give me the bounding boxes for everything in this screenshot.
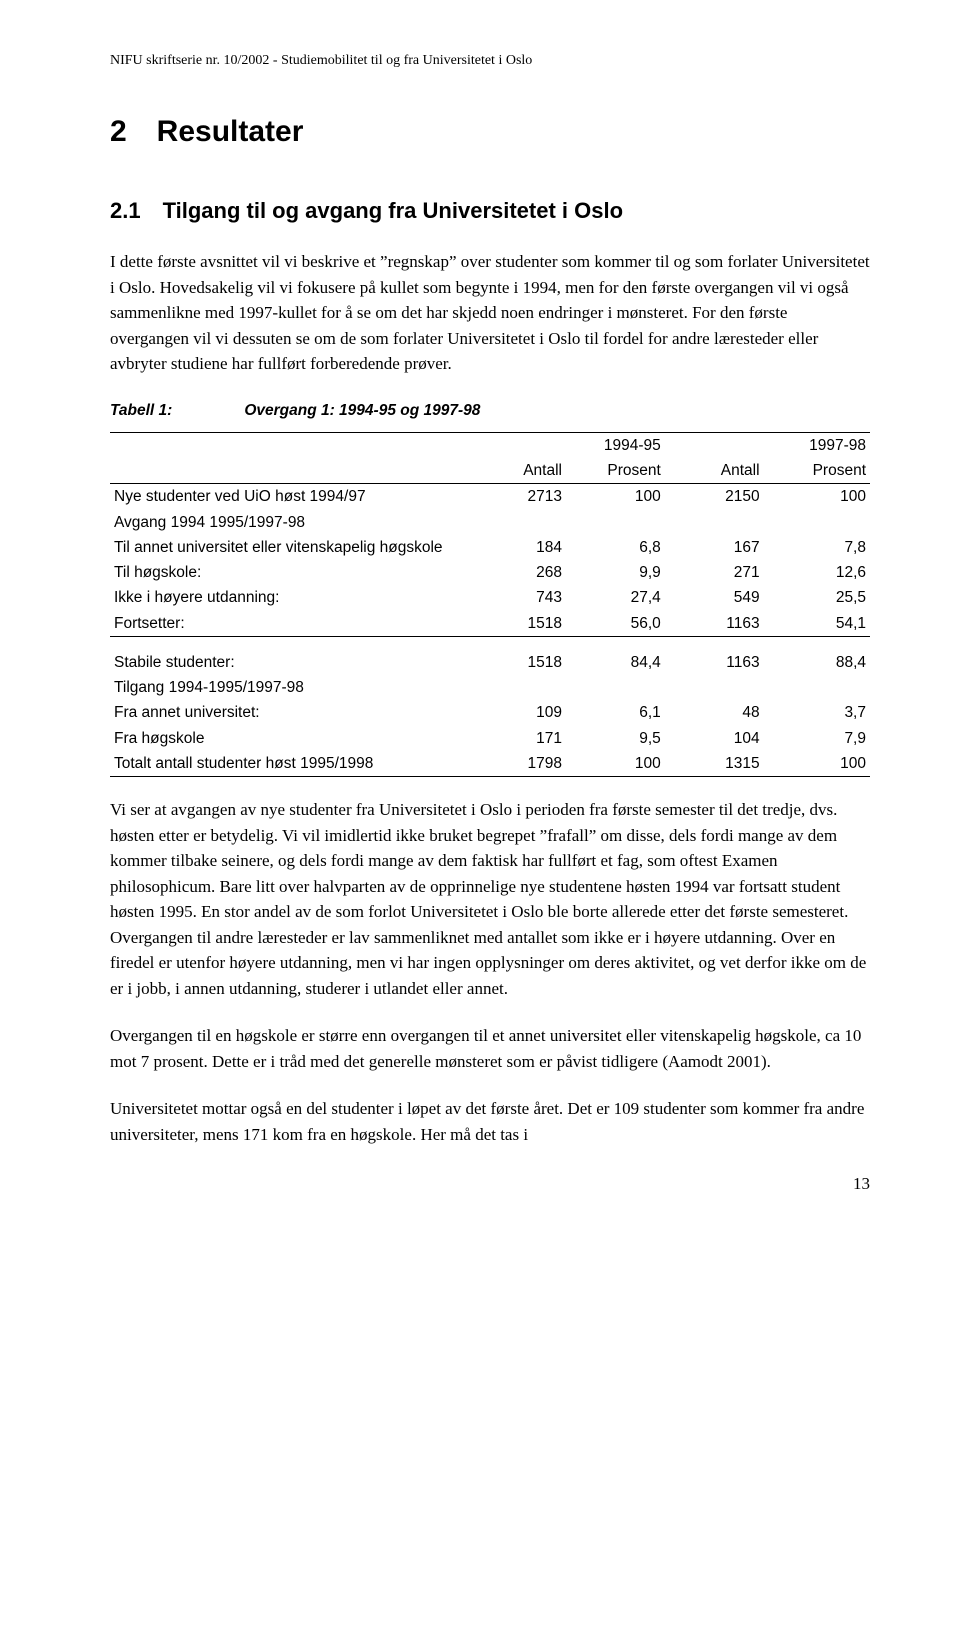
table-row: Fra annet universitet:1096,1483,7	[110, 700, 870, 725]
table-cell: Prosent	[566, 458, 665, 484]
table-cell: 6,1	[566, 700, 665, 725]
table-cell: Til høgskole:	[110, 560, 467, 585]
table-cell	[110, 432, 467, 458]
table-caption-text: Overgang 1: 1994-95 og 1997-98	[244, 402, 480, 419]
table-cell: Totalt antall studenter høst 1995/1998	[110, 751, 467, 777]
table-cell: 743	[467, 585, 566, 610]
table-cell: 27,4	[566, 585, 665, 610]
table-cell: 2150	[665, 484, 764, 510]
table-row: Totalt antall studenter høst 1995/199817…	[110, 751, 870, 777]
table-row: Stabile studenter:151884,4116388,4	[110, 636, 870, 675]
table-cell: 100	[566, 751, 665, 777]
table-cell	[467, 432, 566, 458]
table-cell: 54,1	[764, 611, 870, 637]
table-cell: 184	[467, 535, 566, 560]
table-cell: Fortsetter:	[110, 611, 467, 637]
table-cell: 549	[665, 585, 764, 610]
table-cell: 9,9	[566, 560, 665, 585]
table-cell: 6,8	[566, 535, 665, 560]
table-caption: Tabell 1: Overgang 1: 1994-95 og 1997-98	[110, 399, 870, 422]
chapter-title: 2 Resultater	[110, 109, 870, 154]
table-cell: Nye studenter ved UiO høst 1994/97	[110, 484, 467, 510]
table-cell	[110, 458, 467, 484]
table-cell	[665, 675, 764, 700]
table-cell: Ikke i høyere utdanning:	[110, 585, 467, 610]
table-row: Til annet universitet eller vitenskapeli…	[110, 535, 870, 560]
table-body-2: Stabile studenter:151884,4116388,4Tilgan…	[110, 636, 870, 776]
table-cell: 171	[467, 726, 566, 751]
table-body-1: Nye studenter ved UiO høst 1994/97271310…	[110, 484, 870, 637]
table-cell	[665, 432, 764, 458]
table-cell: Avgang 1994 1995/1997-98	[110, 510, 467, 535]
table-cell	[764, 510, 870, 535]
table-cell: Til annet universitet eller vitenskapeli…	[110, 535, 467, 560]
table-cell: 1518	[467, 636, 566, 675]
table-cell: 12,6	[764, 560, 870, 585]
paragraph-4: Universitetet mottar også en del student…	[110, 1096, 870, 1147]
table-cell	[566, 675, 665, 700]
table-cell: 7,8	[764, 535, 870, 560]
table-cell	[566, 510, 665, 535]
table-cell: Antall	[467, 458, 566, 484]
table-cell: 167	[665, 535, 764, 560]
table-cell: 88,4	[764, 636, 870, 675]
table-label: Tabell 1:	[110, 399, 240, 422]
table-row: Tilgang 1994-1995/1997-98	[110, 675, 870, 700]
table-cell	[665, 510, 764, 535]
table-cell: 1315	[665, 751, 764, 777]
table-row: Til høgskole:2689,927112,6	[110, 560, 870, 585]
table-cell	[467, 675, 566, 700]
table-cell: 84,4	[566, 636, 665, 675]
table-cell: 1163	[665, 636, 764, 675]
series-header: NIFU skriftserie nr. 10/2002 - Studiemob…	[110, 50, 870, 71]
paragraph-intro: I dette første avsnittet vil vi beskrive…	[110, 249, 870, 377]
table-cell: 9,5	[566, 726, 665, 751]
table-cell: 109	[467, 700, 566, 725]
table-cell: 1997-98	[764, 432, 870, 458]
table-cell: 268	[467, 560, 566, 585]
table-cell: 1518	[467, 611, 566, 637]
table-cell: Antall	[665, 458, 764, 484]
table-group-header-row: 1994-95 1997-98	[110, 432, 870, 458]
table-cell: Tilgang 1994-1995/1997-98	[110, 675, 467, 700]
data-table: 1994-95 1997-98 Antall Prosent Antall Pr…	[110, 432, 870, 777]
table-row: Nye studenter ved UiO høst 1994/97271310…	[110, 484, 870, 510]
table-row: Fortsetter:151856,0116354,1	[110, 611, 870, 637]
table-row: Avgang 1994 1995/1997-98	[110, 510, 870, 535]
table-cell: 2713	[467, 484, 566, 510]
table-cell: 56,0	[566, 611, 665, 637]
table-cell: 100	[566, 484, 665, 510]
table-cell: 100	[764, 484, 870, 510]
table-cell: Fra høgskole	[110, 726, 467, 751]
table-row: Fra høgskole1719,51047,9	[110, 726, 870, 751]
table-cell: 1798	[467, 751, 566, 777]
table-cell: 48	[665, 700, 764, 725]
paragraph-3: Overgangen til en høgskole er større enn…	[110, 1023, 870, 1074]
table-cell: 1163	[665, 611, 764, 637]
page-number: 13	[110, 1171, 870, 1197]
table-row: Ikke i høyere utdanning:74327,454925,5	[110, 585, 870, 610]
table-cell: 1994-95	[566, 432, 665, 458]
table-cell: 100	[764, 751, 870, 777]
table-sub-header-row: Antall Prosent Antall Prosent	[110, 458, 870, 484]
table-cell: Prosent	[764, 458, 870, 484]
table-cell: Fra annet universitet:	[110, 700, 467, 725]
table-cell: 3,7	[764, 700, 870, 725]
table-cell	[467, 510, 566, 535]
table-cell	[764, 675, 870, 700]
table-cell: 271	[665, 560, 764, 585]
section-title: 2.1 Tilgang til og avgang fra Universite…	[110, 194, 870, 227]
table-cell: 104	[665, 726, 764, 751]
table-cell: 7,9	[764, 726, 870, 751]
table-cell: Stabile studenter:	[110, 636, 467, 675]
paragraph-2: Vi ser at avgangen av nye studenter fra …	[110, 797, 870, 1001]
table-cell: 25,5	[764, 585, 870, 610]
